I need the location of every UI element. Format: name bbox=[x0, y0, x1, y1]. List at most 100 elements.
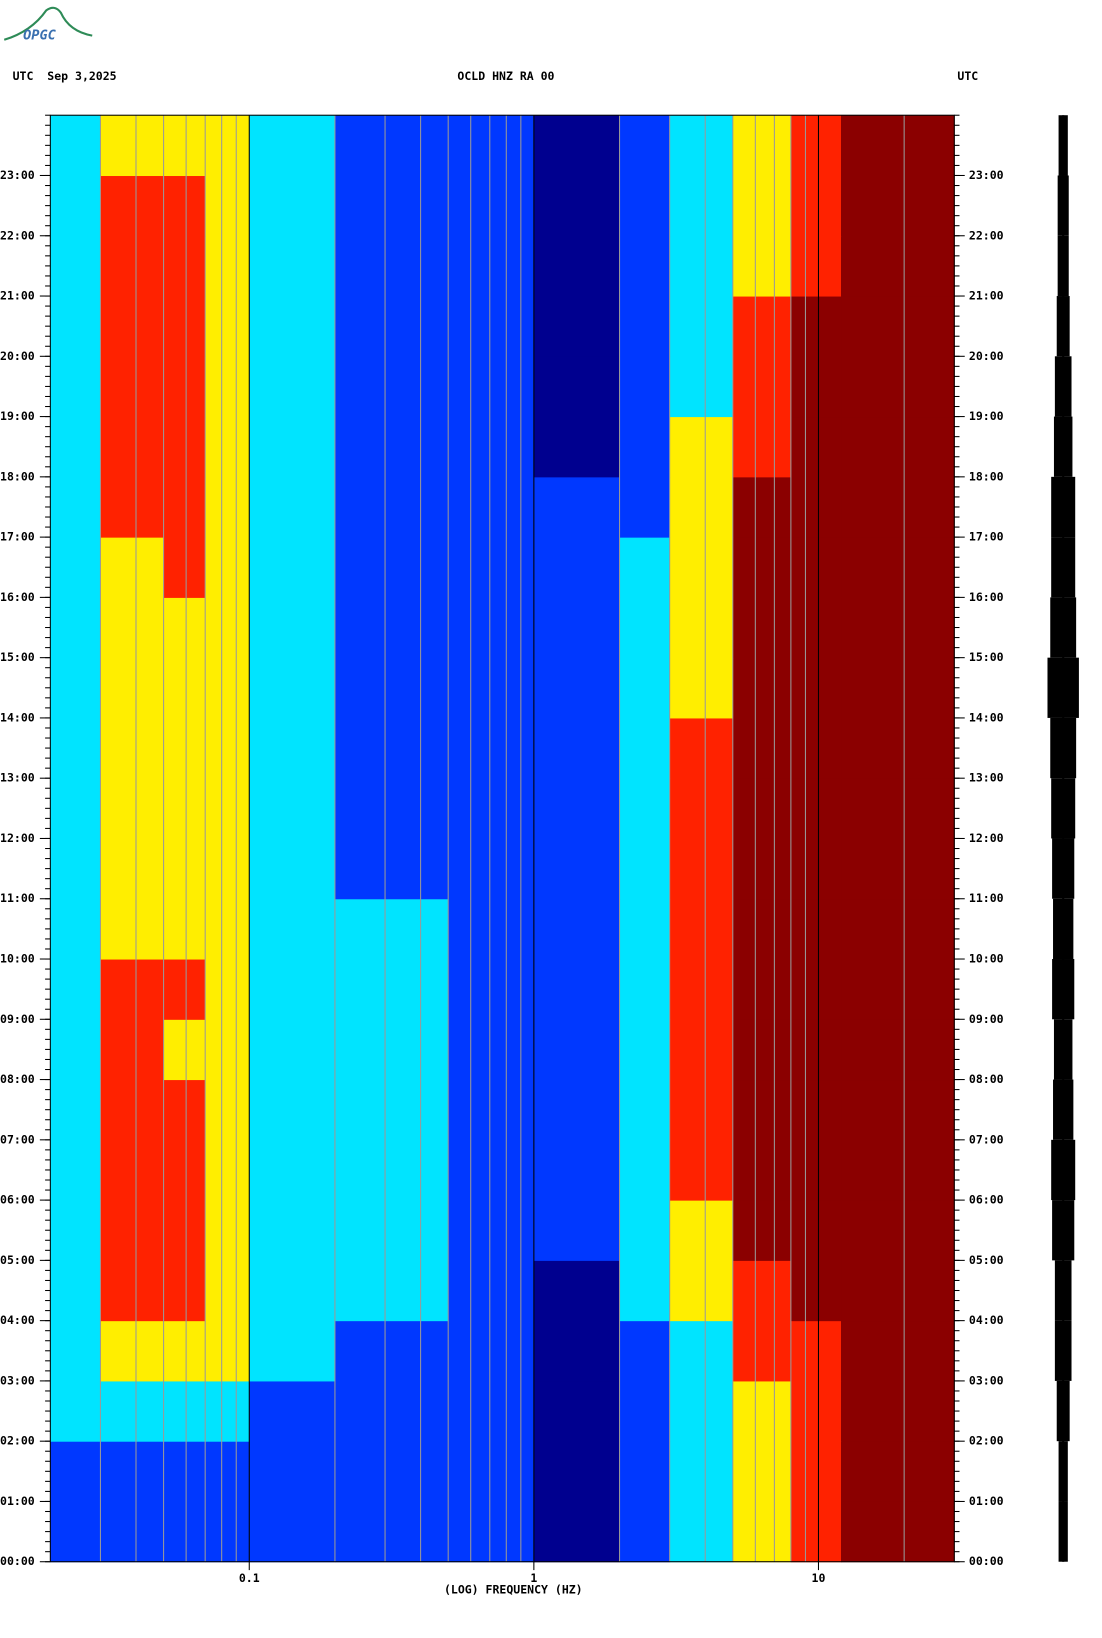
cell bbox=[334, 175, 449, 237]
cell bbox=[533, 1139, 621, 1201]
cell bbox=[50, 356, 101, 418]
y-tick-label: 12:00 bbox=[0, 831, 35, 845]
cell bbox=[533, 1320, 621, 1382]
cell bbox=[205, 838, 250, 900]
cell bbox=[249, 1019, 336, 1081]
y-tick-label: 19:00 bbox=[0, 409, 35, 423]
cell bbox=[732, 1380, 792, 1442]
cell bbox=[841, 717, 955, 779]
cell bbox=[619, 1380, 671, 1442]
cell bbox=[732, 778, 792, 839]
cell bbox=[619, 1260, 671, 1322]
cell bbox=[100, 1441, 165, 1502]
cell bbox=[619, 115, 671, 177]
cell bbox=[249, 1320, 336, 1382]
y-tick-label: 16:00 bbox=[969, 590, 1004, 604]
cell bbox=[619, 1501, 671, 1563]
cell bbox=[448, 537, 535, 598]
cell bbox=[50, 717, 101, 779]
cell bbox=[790, 356, 842, 418]
cell bbox=[619, 838, 671, 900]
cell bbox=[669, 476, 734, 538]
cell bbox=[163, 1200, 206, 1261]
cell bbox=[669, 838, 734, 900]
y-tick-label: 02:00 bbox=[969, 1434, 1004, 1448]
cell bbox=[334, 778, 449, 839]
cell bbox=[163, 1380, 206, 1442]
cell bbox=[732, 657, 792, 719]
cell bbox=[163, 1501, 206, 1563]
cell bbox=[163, 1260, 206, 1322]
cell bbox=[249, 537, 336, 598]
cell bbox=[533, 1079, 621, 1141]
cell bbox=[841, 778, 955, 839]
cell bbox=[790, 175, 842, 237]
cell bbox=[619, 1200, 671, 1261]
cell bbox=[790, 778, 842, 839]
y-tick-label: 11:00 bbox=[0, 891, 35, 905]
cell bbox=[790, 1260, 842, 1322]
cell bbox=[669, 898, 734, 960]
cell bbox=[205, 1260, 250, 1322]
cell bbox=[448, 1079, 535, 1141]
cell bbox=[669, 1139, 734, 1201]
cell bbox=[732, 959, 792, 1020]
cell bbox=[334, 898, 449, 960]
cell bbox=[669, 657, 734, 719]
cell bbox=[841, 296, 955, 357]
y-tick-label: 23:00 bbox=[0, 168, 35, 182]
cell bbox=[448, 476, 535, 538]
cell bbox=[249, 1079, 336, 1141]
cell bbox=[205, 1079, 250, 1141]
y-tick-label: 07:00 bbox=[969, 1132, 1004, 1146]
cell bbox=[448, 838, 535, 900]
y-tick-label: 17:00 bbox=[969, 530, 1004, 544]
cell bbox=[334, 1441, 449, 1502]
cell bbox=[448, 1139, 535, 1201]
cell bbox=[163, 597, 206, 659]
cell bbox=[249, 235, 336, 297]
cell bbox=[205, 1200, 250, 1261]
cell bbox=[334, 1501, 449, 1563]
cell bbox=[448, 1320, 535, 1382]
cell bbox=[841, 1380, 955, 1442]
cell bbox=[50, 537, 101, 598]
cell bbox=[50, 838, 101, 900]
cell bbox=[50, 476, 101, 538]
cell bbox=[841, 1501, 955, 1563]
cell bbox=[249, 778, 336, 839]
cell bbox=[249, 959, 336, 1020]
cell bbox=[249, 1260, 336, 1322]
cell bbox=[100, 898, 165, 960]
cell bbox=[841, 1260, 955, 1322]
cell bbox=[50, 115, 101, 177]
cell bbox=[100, 1501, 165, 1563]
cell bbox=[50, 1200, 101, 1261]
y-tick-label: 09:00 bbox=[969, 1012, 1004, 1026]
y-tick-label: 17:00 bbox=[0, 530, 35, 544]
header-center: OCLD HNZ RA 00 bbox=[457, 69, 554, 83]
cell bbox=[334, 1200, 449, 1261]
cell bbox=[163, 476, 206, 538]
cell bbox=[790, 1441, 842, 1502]
cell bbox=[732, 356, 792, 418]
y-tick-label: 14:00 bbox=[969, 710, 1004, 724]
cell bbox=[841, 1320, 955, 1382]
cell bbox=[448, 115, 535, 177]
cell bbox=[334, 235, 449, 297]
cell bbox=[841, 1019, 955, 1081]
cell bbox=[841, 1139, 955, 1201]
cell bbox=[533, 1260, 621, 1322]
cell bbox=[163, 1139, 206, 1201]
cell bbox=[334, 296, 449, 357]
cell bbox=[100, 476, 165, 538]
cell bbox=[50, 959, 101, 1020]
cell bbox=[732, 175, 792, 237]
cell bbox=[100, 235, 165, 297]
cell bbox=[334, 1380, 449, 1442]
cell bbox=[841, 175, 955, 237]
cell bbox=[50, 1079, 101, 1141]
cell bbox=[334, 1260, 449, 1322]
cell bbox=[334, 597, 449, 659]
